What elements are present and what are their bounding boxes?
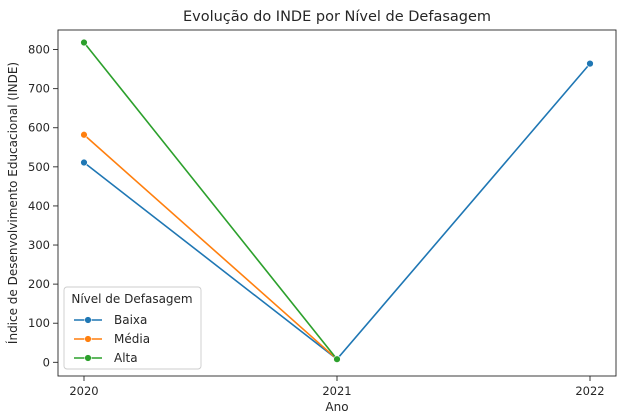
data-point-baixa (80, 158, 88, 167)
data-point-baixa (586, 59, 594, 68)
legend-label-média: Média (114, 332, 150, 346)
series-layer (80, 38, 594, 363)
legend-swatch-marker (84, 316, 92, 324)
y-tick-label: 100 (28, 316, 50, 330)
y-tick-label: 0 (43, 355, 50, 369)
data-point-alta (333, 355, 341, 363)
x-tick-label: 2021 (322, 384, 351, 398)
legend-swatch-marker (84, 354, 92, 362)
series-line-alta (83, 42, 338, 360)
y-tick-label: 400 (28, 199, 50, 213)
y-tick-label: 600 (28, 121, 50, 135)
y-tick-label: 800 (28, 43, 50, 57)
y-axis-label: Índice de Desenvolvimento Educacional (I… (5, 62, 20, 344)
x-axis-label: Ano (325, 400, 348, 414)
x-axis: 2020 2021 2022 (69, 376, 605, 398)
y-tick-label: 300 (28, 238, 50, 252)
legend-swatch-marker (84, 335, 92, 343)
y-tick-label: 700 (28, 82, 50, 96)
series-line-média (83, 134, 338, 360)
data-point-média (80, 131, 88, 139)
legend-box (63, 286, 202, 370)
x-tick-label: 2022 (575, 384, 604, 398)
y-tick-label: 500 (28, 160, 50, 174)
y-tick-label: 200 (28, 277, 50, 291)
chart-title: Evolução do INDE por Nível de Defasagem (183, 9, 491, 25)
legend-label-baixa: Baixa (114, 313, 147, 327)
legend-label-alta: Alta (114, 351, 138, 365)
data-point-alta (80, 38, 88, 47)
x-tick-label: 2020 (69, 384, 98, 398)
legend: Nível de Defasagem Baixa Média Alta (63, 286, 202, 370)
y-axis: 0 100 200 300 400 500 600 700 800 (28, 43, 58, 369)
legend-title: Nível de Defasagem (71, 292, 192, 306)
